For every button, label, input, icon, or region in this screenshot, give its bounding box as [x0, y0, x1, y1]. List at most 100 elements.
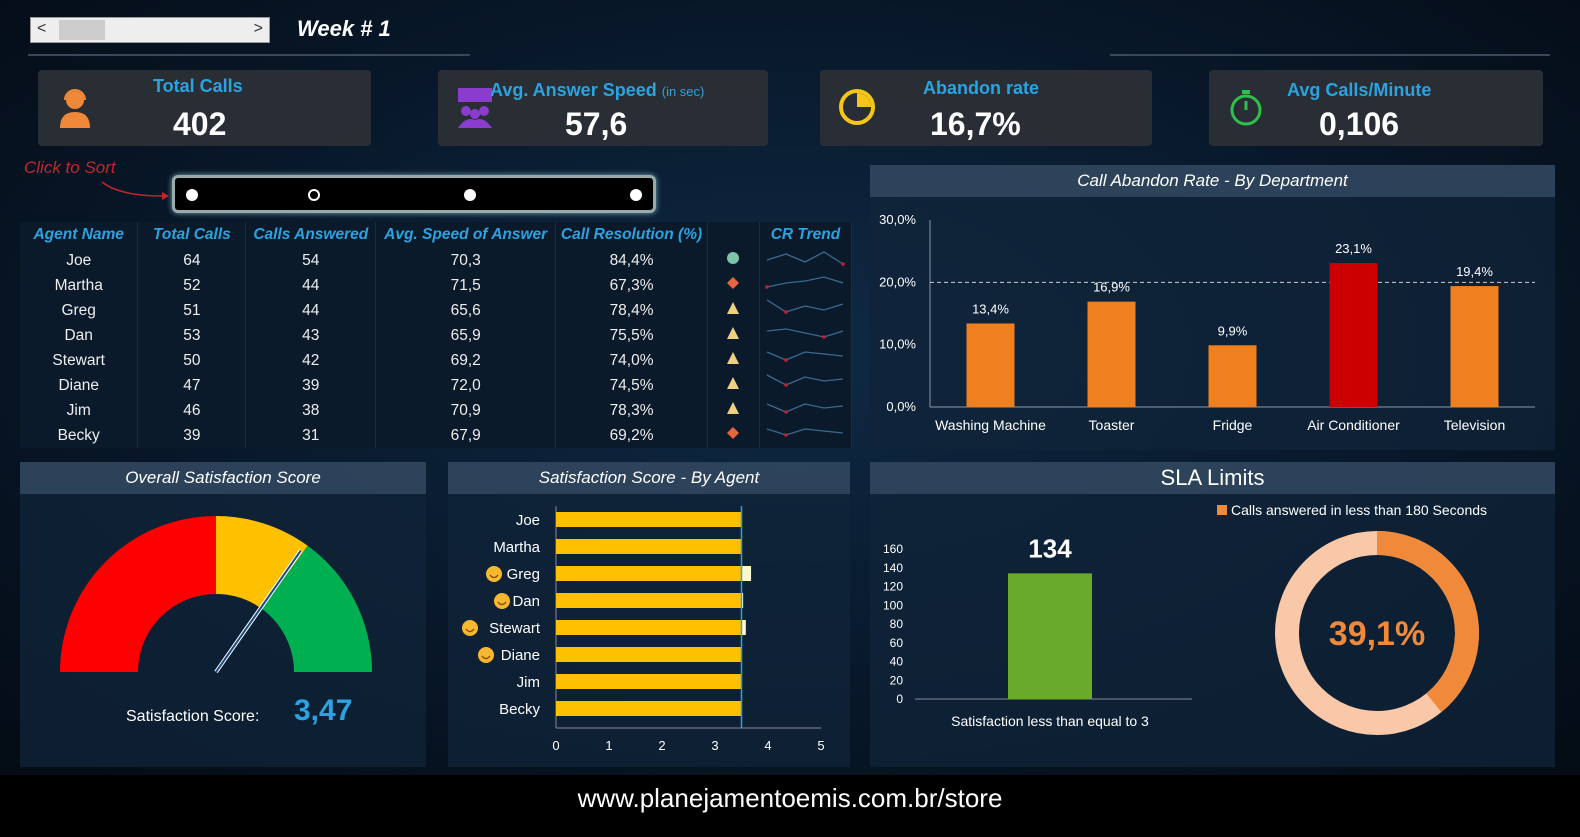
- red-diamond-icon: [727, 277, 740, 289]
- y-tick-label: 30,0%: [879, 212, 916, 227]
- week-scrollbar[interactable]: < >: [30, 17, 270, 43]
- cr-trend-sparkline: [759, 423, 853, 448]
- gauge-caption: Satisfaction Score:: [126, 708, 260, 725]
- abandon-rate-panel: Call Abandon Rate - By Department 0,0% 10…: [870, 165, 1555, 450]
- cell-speed: 69,2: [375, 348, 557, 373]
- table-row: Jim 46 38 70,9 78,3%: [20, 398, 853, 423]
- category-label: Stewart: [489, 620, 541, 637]
- cell-answered: 43: [245, 323, 377, 348]
- category-label: Diane: [501, 647, 540, 664]
- bar-excess: [741, 620, 746, 635]
- cell-resolution: 78,4%: [555, 298, 708, 323]
- red-diamond-icon: [727, 427, 740, 439]
- category-label: Martha: [493, 539, 540, 556]
- x-tick-label: 5: [817, 738, 824, 753]
- cell-resolution: 74,0%: [555, 348, 708, 373]
- sort-option-calls-answered[interactable]: [308, 189, 320, 201]
- smiley-icon: [494, 593, 510, 609]
- table-row: Greg 51 44 65,6 78,4%: [20, 298, 853, 323]
- panel-title: SLA Limits: [870, 462, 1555, 494]
- x-tick-label: 0: [552, 738, 559, 753]
- column-header: Avg. Speed of Answer: [375, 222, 557, 248]
- status-icon: [707, 248, 760, 273]
- cell-answered: 38: [245, 398, 377, 423]
- sort-option-avg-speed[interactable]: [464, 189, 476, 201]
- kpi-value: 0,106: [1319, 106, 1400, 142]
- sort-selector[interactable]: [172, 175, 656, 213]
- cell-speed: 70,3: [375, 248, 557, 273]
- category-label: Greg: [507, 566, 540, 583]
- y-tick-label: 120: [883, 580, 903, 594]
- x-tick-label: Washing Machine: [935, 417, 1046, 433]
- table-row: Stewart 50 42 69,2 74,0%: [20, 348, 853, 373]
- kpi-avg-answer-speed: Avg. Answer Speed (in sec) 57,6: [438, 70, 768, 146]
- cr-trend-sparkline: [759, 398, 853, 423]
- smiley-icon: [462, 620, 478, 636]
- cell-speed: 67,9: [375, 423, 557, 448]
- y-tick-label: 20: [890, 673, 904, 687]
- agent-table: Agent Name Total Calls Calls Answered Avg. …: [20, 222, 853, 448]
- donut-value: 39,1%: [1329, 615, 1425, 653]
- table-header: Agent Name Total Calls Calls Answered Avg. …: [20, 222, 853, 248]
- cr-trend-sparkline: [759, 273, 853, 298]
- column-header: Calls Answered: [245, 222, 377, 248]
- x-tick-label: 2: [658, 738, 665, 753]
- week-label: Week # 1: [297, 16, 391, 41]
- cell-total: 53: [137, 323, 247, 348]
- status-icon: [707, 373, 760, 398]
- data-label: 134: [1028, 533, 1072, 563]
- cell-name: Greg: [20, 298, 139, 323]
- x-tick-label: 1: [605, 738, 612, 753]
- status-icon: [707, 323, 760, 348]
- sort-option-call-resolution[interactable]: [630, 189, 642, 201]
- kpi-title: Total Calls: [153, 76, 243, 96]
- scroll-thumb[interactable]: [59, 20, 105, 40]
- cell-speed: 72,0: [375, 373, 557, 398]
- kpi-value: 57,6: [565, 106, 628, 142]
- table-row: Becky 39 31 67,9 69,2%: [20, 423, 853, 448]
- scroll-right-button[interactable]: >: [253, 20, 263, 37]
- cell-name: Martha: [20, 273, 139, 298]
- cell-name: Stewart: [20, 348, 139, 373]
- pie-clock-icon: [839, 89, 875, 125]
- y-tick-label: 80: [890, 617, 904, 631]
- cell-total: 51: [137, 298, 247, 323]
- sort-option-total-calls[interactable]: [186, 189, 198, 201]
- data-label: 13,4%: [972, 301, 1009, 316]
- kpi-total-calls: Total Calls 402: [38, 70, 371, 146]
- dashboard: < > Week # 1 Total Calls 402 Avg. Answer…: [0, 0, 1580, 775]
- bar: [1208, 345, 1257, 407]
- bar: [556, 512, 742, 527]
- kpi-value: 16,7%: [930, 106, 1021, 142]
- cell-answered: 44: [245, 298, 377, 323]
- cell-answered: 39: [245, 373, 377, 398]
- cell-resolution: 69,2%: [555, 423, 708, 448]
- cell-resolution: 84,4%: [555, 248, 708, 273]
- data-label: 9,9%: [1218, 323, 1248, 338]
- x-tick-label: Air Conditioner: [1307, 417, 1400, 433]
- y-tick-label: 0: [896, 692, 903, 706]
- y-tick-label: 10,0%: [879, 337, 916, 352]
- cell-answered: 54: [245, 248, 377, 273]
- cell-total: 39: [137, 423, 247, 448]
- table-row: Joe 64 54 70,3 84,4%: [20, 248, 853, 273]
- yellow-triangle-icon: [727, 302, 740, 314]
- cell-resolution: 75,5%: [555, 323, 708, 348]
- scroll-left-button[interactable]: <: [37, 20, 47, 37]
- bar: [1087, 301, 1136, 407]
- footer-url[interactable]: www.planejamentoemis.com.br/store: [577, 783, 1003, 813]
- x-tick-label: Toaster: [1089, 417, 1135, 433]
- x-tick-label: 3: [711, 738, 718, 753]
- bar: [556, 647, 742, 662]
- y-tick-label: 0,0%: [886, 399, 916, 414]
- data-label: 16,9%: [1093, 280, 1130, 295]
- category-label: Joe: [516, 512, 540, 529]
- cell-total: 47: [137, 373, 247, 398]
- bar: [1329, 263, 1378, 407]
- yellow-triangle-icon: [727, 402, 740, 414]
- cr-trend-sparkline: [759, 298, 853, 323]
- bar-excess: [741, 566, 752, 581]
- y-tick-label: 20,0%: [879, 274, 916, 289]
- arrow-icon: [101, 181, 169, 200]
- cell-name: Joe: [20, 248, 139, 273]
